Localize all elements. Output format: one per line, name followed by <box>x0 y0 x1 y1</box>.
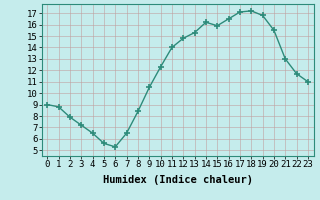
X-axis label: Humidex (Indice chaleur): Humidex (Indice chaleur) <box>103 175 252 185</box>
